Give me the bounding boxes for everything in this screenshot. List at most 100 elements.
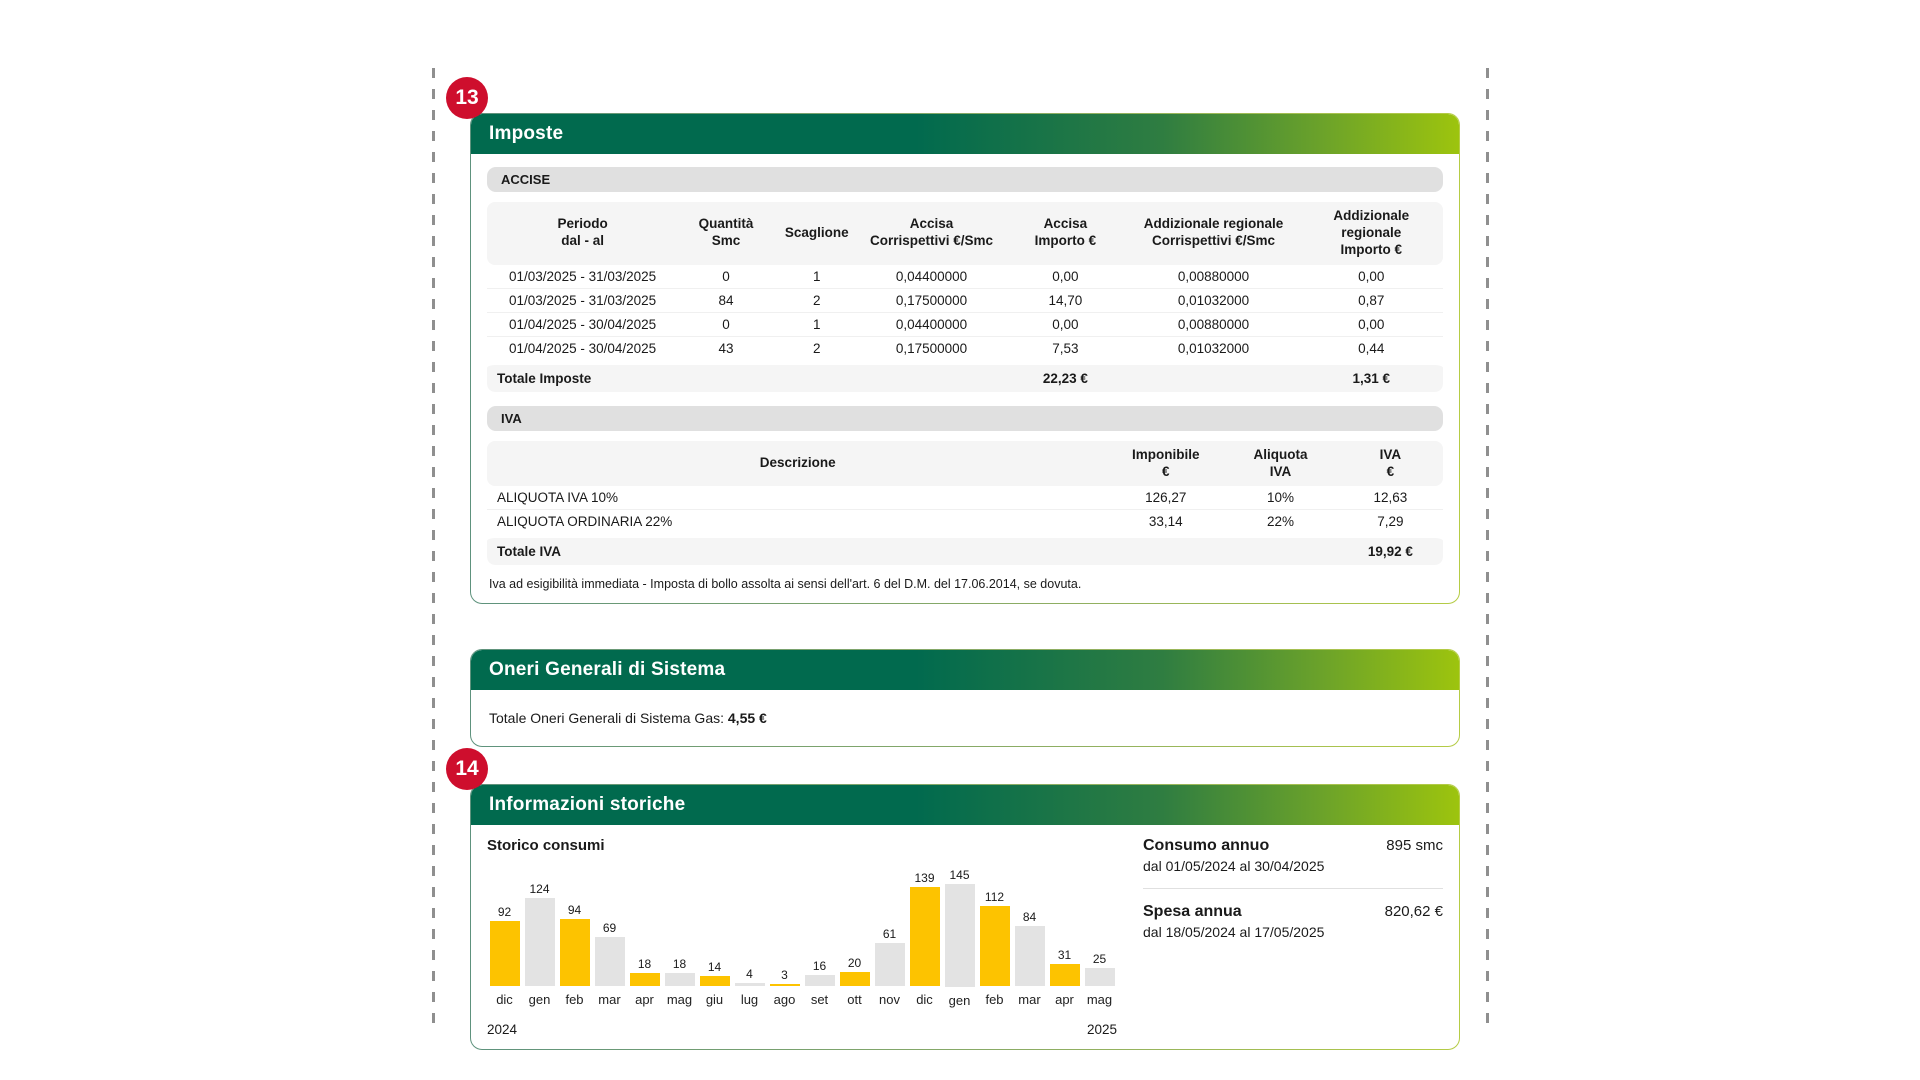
consumption-chart: Storico consumi 92 dic 124 gen 94 feb 69 mar 18 a… <box>487 835 1133 1037</box>
table-cell: 0,01032000 <box>1177 340 1250 356</box>
bar-value-label: 145 <box>949 868 970 883</box>
bar-column: 20 ott <box>837 868 872 1008</box>
consumption-bar <box>769 984 800 987</box>
imposte-header: Imposte <box>471 114 1459 154</box>
year-end-label: 2025 <box>1086 1022 1117 1038</box>
bar-value-label: 124 <box>529 882 550 897</box>
column-header: Accisa Corrispettivi €/Smc <box>859 202 1004 265</box>
spesa-annua-label: Spesa annua <box>1143 903 1242 921</box>
bar-value-label: 3 <box>781 968 788 983</box>
bar-column: 18 mag <box>662 868 697 1008</box>
bar-column: 16 set <box>802 868 837 1008</box>
consumption-bar <box>594 937 625 987</box>
month-label: gen <box>528 992 551 1008</box>
bar-value-label: 112 <box>984 890 1005 905</box>
chart-bars: 92 dic 124 gen 94 feb 69 mar 18 apr 18 mag 14 giu 4 lug… <box>487 868 1117 1008</box>
iva-table: Descrizione Imponibile € Aliquota IVA IVA €… <box>487 440 1443 566</box>
consumption-bar <box>524 898 555 987</box>
consumption-bar <box>839 972 870 987</box>
column-header: Scaglione <box>773 202 860 265</box>
month-label: gen <box>948 992 971 1008</box>
column-header: Aliquota IVA <box>1223 440 1338 487</box>
month-label: ago <box>773 992 796 1008</box>
bar-column: 61 nov <box>872 868 907 1008</box>
month-label: mag <box>1086 992 1113 1008</box>
table-cell: 22% <box>1266 514 1294 530</box>
bar-column: 112 feb <box>977 868 1012 1008</box>
month-label: giu <box>705 992 724 1008</box>
month-label: dic <box>916 992 933 1008</box>
iva-subheader: IVA <box>487 405 1443 431</box>
bar-column: 31 apr <box>1047 868 1082 1008</box>
table-cell: 0,17500000 <box>895 340 968 356</box>
table-cell: 0,17500000 <box>859 289 1004 313</box>
column-header: Addizionale regionale Importo € <box>1299 202 1443 265</box>
consumption-bar <box>489 921 520 987</box>
accise-table: Periodo dal - al Quantità Smc Scaglione Acc… <box>487 202 1443 392</box>
accise-subheader: ACCISE <box>487 167 1443 192</box>
oneri-total-line: Totale Oneri Generali di Sistema Gas: 4,… <box>487 703 1443 734</box>
month-label: set <box>810 992 829 1008</box>
bar-value-label: 94 <box>567 903 582 918</box>
consumo-annuo-value: 895 smc <box>1386 837 1443 855</box>
bar-value-label: 14 <box>707 960 722 975</box>
bar-value-label: 84 <box>1022 910 1037 925</box>
column-header: Periodo dal - al <box>487 202 679 265</box>
consumption-bar <box>804 975 835 987</box>
table-cell: ALIQUOTA IVA 10% <box>487 486 1109 511</box>
month-label: lug <box>740 992 759 1008</box>
oneri-header: Oneri Generali di Sistema <box>471 650 1459 691</box>
month-label: ott <box>847 992 862 1008</box>
table-cell: 0,04400000 <box>859 265 1004 289</box>
table-cell: 1 <box>773 313 860 337</box>
consumo-annuo-item: Consumo annuo 895 smc dal 01/05/2024 al … <box>1143 837 1443 874</box>
bar-value-label: 31 <box>1057 948 1072 963</box>
oneri-total-label: Totale Oneri Generali di Sistema Gas: <box>489 710 724 727</box>
consumption-bar <box>1084 968 1115 987</box>
bar-column: 92 dic <box>487 868 522 1008</box>
column-header: Addizionale regionale Corrispettivi €/Sm… <box>1127 202 1300 265</box>
month-label: mar <box>598 992 621 1008</box>
spesa-annua-value: 820,62 € <box>1384 903 1443 921</box>
bar-value-label: 18 <box>672 957 687 972</box>
accise-table-total: Totale Imposte 22,23 € 1,31 € <box>487 360 1443 392</box>
consumption-bar <box>699 976 730 987</box>
table-cell: 01/03/2025 - 31/03/2025 <box>487 289 679 313</box>
table-cell: 0,00 <box>1003 265 1128 289</box>
spesa-annua-item: Spesa annua 820,62 € dal 18/05/2024 al 1… <box>1143 903 1443 940</box>
consumption-bar <box>909 887 940 987</box>
fold-marks-right <box>1486 68 1489 1026</box>
table-cell: 0 <box>678 313 774 337</box>
iva-table-body: ALIQUOTA IVA 10% 126,27 10% 12,63 ALIQUOTA O… <box>487 486 1443 533</box>
table-cell: 0,44 <box>1358 340 1385 356</box>
consumo-annuo-period: dal 01/05/2024 al 30/04/2025 <box>1143 858 1325 875</box>
table-cell: 0,01032000 <box>1127 289 1300 313</box>
month-label: feb <box>985 992 1004 1008</box>
section-oneri: Oneri Generali di Sistema Totale Oneri G… <box>470 649 1460 748</box>
section-number-badge-14: 14 <box>446 748 488 791</box>
column-header: Accisa Importo € <box>1003 202 1128 265</box>
consumption-bar <box>559 919 590 987</box>
table-cell: 0,00 <box>1003 313 1128 337</box>
bar-column: 139 dic <box>907 868 942 1008</box>
accise-table-head: Periodo dal - al Quantità Smc Scaglione Acc… <box>487 202 1443 265</box>
column-header: Imponibile € <box>1108 440 1224 487</box>
table-cell: 2 <box>773 289 860 313</box>
table-cell: 0,00880000 <box>1127 313 1300 337</box>
month-label: nov <box>879 992 900 1008</box>
chart-title: Storico consumi <box>487 837 605 855</box>
bar-column: 145 gen <box>942 868 977 1008</box>
totale-iva-label: Totale IVA <box>487 533 1338 566</box>
consumption-bar <box>944 884 975 987</box>
totale-imposte-label: Totale Imposte <box>487 360 1004 392</box>
bar-column: 69 mar <box>592 868 627 1008</box>
bill-content: 1 3 Imposte ACCISE Periodo dal - al Quanti… <box>446 77 1460 1051</box>
bar-value-label: 139 <box>914 871 935 886</box>
storiche-header: Informazioni storiche <box>471 785 1459 826</box>
column-header: Quantità Smc <box>678 202 774 265</box>
month-label: apr <box>1055 992 1074 1008</box>
bar-column: 14 giu <box>697 868 732 1008</box>
bar-value-label: 18 <box>637 957 652 972</box>
consumption-bar <box>629 973 660 987</box>
